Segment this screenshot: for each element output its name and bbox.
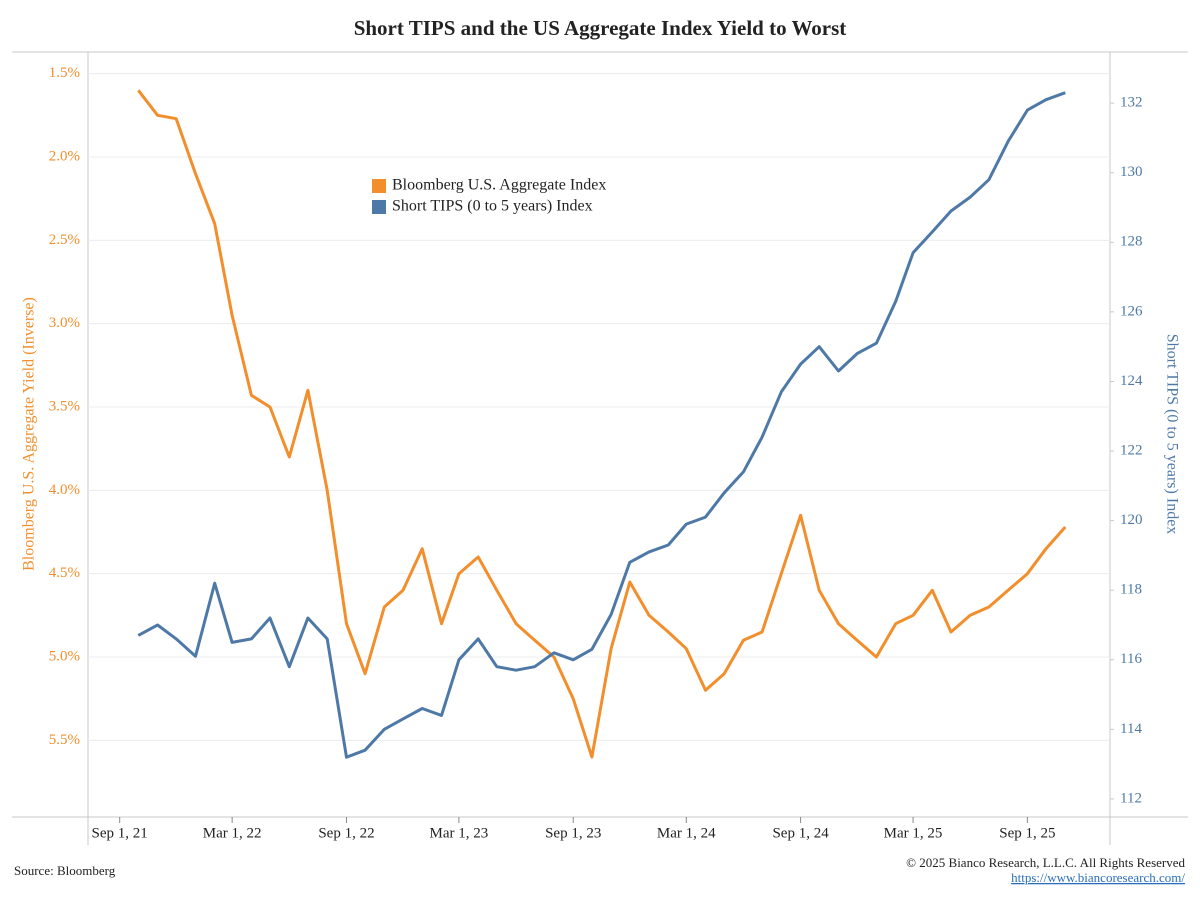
copyright: © 2025 Bianco Research, L.L.C. All Right… bbox=[906, 855, 1185, 870]
y-tick-label: 4.0% bbox=[49, 482, 80, 498]
y2-tick-label: 112 bbox=[1120, 790, 1142, 806]
series-line bbox=[137, 89, 1067, 759]
legend-label: Short TIPS (0 to 5 years) Index bbox=[392, 198, 593, 215]
y2-tick-label: 130 bbox=[1120, 164, 1143, 180]
x-tick-label: Mar 1, 22 bbox=[203, 825, 262, 841]
website-link[interactable]: https://www.biancoresearch.com/ bbox=[1011, 870, 1185, 885]
y2-tick-label: 122 bbox=[1120, 442, 1143, 458]
y2-axis-title: Short TIPS (0 to 5 years) Index bbox=[1163, 334, 1180, 535]
y-tick-label: 2.0% bbox=[49, 148, 80, 164]
y-tick-label: 3.0% bbox=[49, 315, 80, 331]
y2-tick-label: 116 bbox=[1120, 651, 1142, 667]
y2-tick-label: 128 bbox=[1120, 234, 1143, 250]
chart-title: Short TIPS and the US Aggregate Index Yi… bbox=[354, 16, 847, 40]
y2-tick-label: 114 bbox=[1120, 721, 1142, 737]
y-tick-label: 1.5% bbox=[49, 65, 80, 81]
x-tick-label: Sep 1, 23 bbox=[545, 825, 601, 841]
x-tick-label: Sep 1, 21 bbox=[92, 825, 148, 841]
source-note: Source: Bloomberg bbox=[14, 863, 116, 878]
x-tick-label: Mar 1, 25 bbox=[884, 825, 943, 841]
y-axis-title: Bloomberg U.S. Aggregate Yield (Inverse) bbox=[21, 297, 38, 571]
y2-tick-label: 118 bbox=[1120, 582, 1142, 598]
y-tick-label: 5.0% bbox=[49, 648, 80, 664]
legend-swatch bbox=[372, 179, 386, 193]
series-line bbox=[137, 91, 1066, 759]
y-tick-label: 5.5% bbox=[49, 732, 80, 748]
y2-tick-label: 120 bbox=[1120, 512, 1143, 528]
x-tick-label: Mar 1, 24 bbox=[657, 825, 716, 841]
y2-tick-label: 126 bbox=[1120, 303, 1143, 319]
x-tick-label: Sep 1, 24 bbox=[772, 825, 829, 841]
x-tick-label: Sep 1, 22 bbox=[318, 825, 374, 841]
x-tick-label: Mar 1, 23 bbox=[430, 825, 489, 841]
y-tick-label: 2.5% bbox=[49, 232, 80, 248]
legend-label: Bloomberg U.S. Aggregate Index bbox=[392, 177, 606, 194]
legend-swatch bbox=[372, 200, 386, 214]
y-tick-label: 3.5% bbox=[49, 398, 80, 414]
y2-tick-label: 124 bbox=[1120, 373, 1143, 389]
y-tick-label: 4.5% bbox=[49, 565, 80, 581]
x-tick-label: Sep 1, 25 bbox=[999, 825, 1055, 841]
y2-tick-label: 132 bbox=[1120, 95, 1143, 111]
